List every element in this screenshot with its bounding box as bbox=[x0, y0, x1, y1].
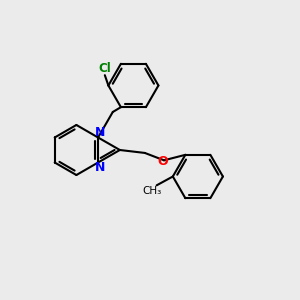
Text: CH₃: CH₃ bbox=[142, 186, 162, 196]
Text: N: N bbox=[95, 161, 105, 174]
Text: Cl: Cl bbox=[98, 62, 111, 75]
Text: O: O bbox=[157, 155, 168, 168]
Text: N: N bbox=[95, 126, 105, 139]
